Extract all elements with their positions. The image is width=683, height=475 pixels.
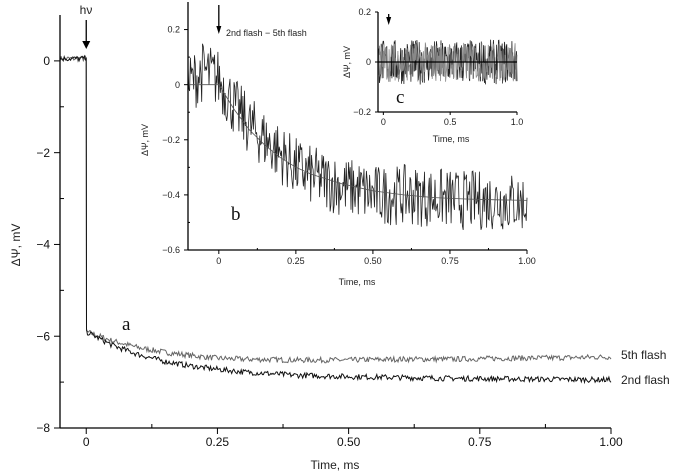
- x-tick-label: 0.75: [468, 435, 492, 449]
- x-tick-label: 0.50: [364, 256, 382, 266]
- inset-c-ylabel: ΔΨ, mV: [342, 46, 352, 78]
- x-tick-label: 0: [216, 256, 221, 266]
- panel-label-c: c: [396, 87, 404, 108]
- x-tick-label: 0.25: [206, 435, 230, 449]
- series-line-data-gray: [377, 42, 518, 83]
- flash-arrow-icon: [216, 26, 222, 34]
- y-tick-label: 0: [43, 54, 50, 68]
- x-tick-label: 0: [381, 117, 386, 127]
- inset-b-xlabel: Time, ms: [339, 277, 376, 287]
- x-tick-label: 1.00: [599, 435, 623, 449]
- series-line-data: [187, 43, 528, 230]
- y-tick-label: −0.6: [162, 245, 180, 255]
- legend-5th-flash: 5th flash: [621, 348, 666, 362]
- y-tick-label: −0.2: [353, 107, 371, 117]
- panel-label-b: b: [231, 204, 241, 225]
- y-tick-label: −2: [36, 146, 50, 160]
- flash-arrow-icon: [386, 17, 392, 25]
- y-tick-label: −8: [36, 421, 50, 435]
- y-tick-label: 0: [175, 80, 180, 90]
- x-tick-label: 0.50: [337, 435, 361, 449]
- x-tick-label: 0.25: [287, 256, 305, 266]
- x-tick-label: 0: [83, 435, 90, 449]
- inset-c-xlabel: Time, ms: [433, 134, 470, 144]
- panel-label-a: a: [122, 314, 131, 335]
- flash-arrow-icon: [82, 41, 91, 49]
- y-tick-label: −0.2: [162, 135, 180, 145]
- hv-annotation: hν: [80, 3, 93, 17]
- main-ylabel: ΔΨ, mV: [9, 224, 23, 267]
- y-tick-label: 0: [366, 57, 371, 67]
- y-tick-label: 0.2: [358, 7, 371, 17]
- series-line-fit: [188, 84, 528, 201]
- main-xlabel: Time, ms: [311, 458, 360, 472]
- series-line-5th-flash: [59, 54, 612, 364]
- y-tick-label: −0.4: [162, 190, 180, 200]
- y-tick-label: −4: [36, 238, 50, 252]
- x-tick-label: 0.5: [444, 117, 457, 127]
- y-tick-label: 0.2: [167, 25, 180, 35]
- x-tick-label: 1.00: [518, 256, 536, 266]
- series-line-2nd-flash: [59, 54, 612, 385]
- x-tick-label: 1.0: [511, 117, 524, 127]
- inset-b-annotation: 2nd flash − 5th flash: [226, 28, 307, 38]
- legend-2nd-flash: 2nd flash: [621, 373, 670, 387]
- inset-panel-b: 0 0.25 0.50 0.75 1.000.20−0.2−0.4−0.6: [162, 2, 536, 266]
- main-panel-a: 0 0.25 0.50 0.75 1.000−2−4−6−8: [36, 15, 623, 449]
- inset-panel-c: 0 0.5 1.0 0.2 0 −0.2: [353, 7, 523, 127]
- inset-b-ylabel: ΔΨ, mV: [140, 124, 150, 156]
- x-tick-label: 0.75: [441, 256, 459, 266]
- y-tick-label: −6: [36, 329, 50, 343]
